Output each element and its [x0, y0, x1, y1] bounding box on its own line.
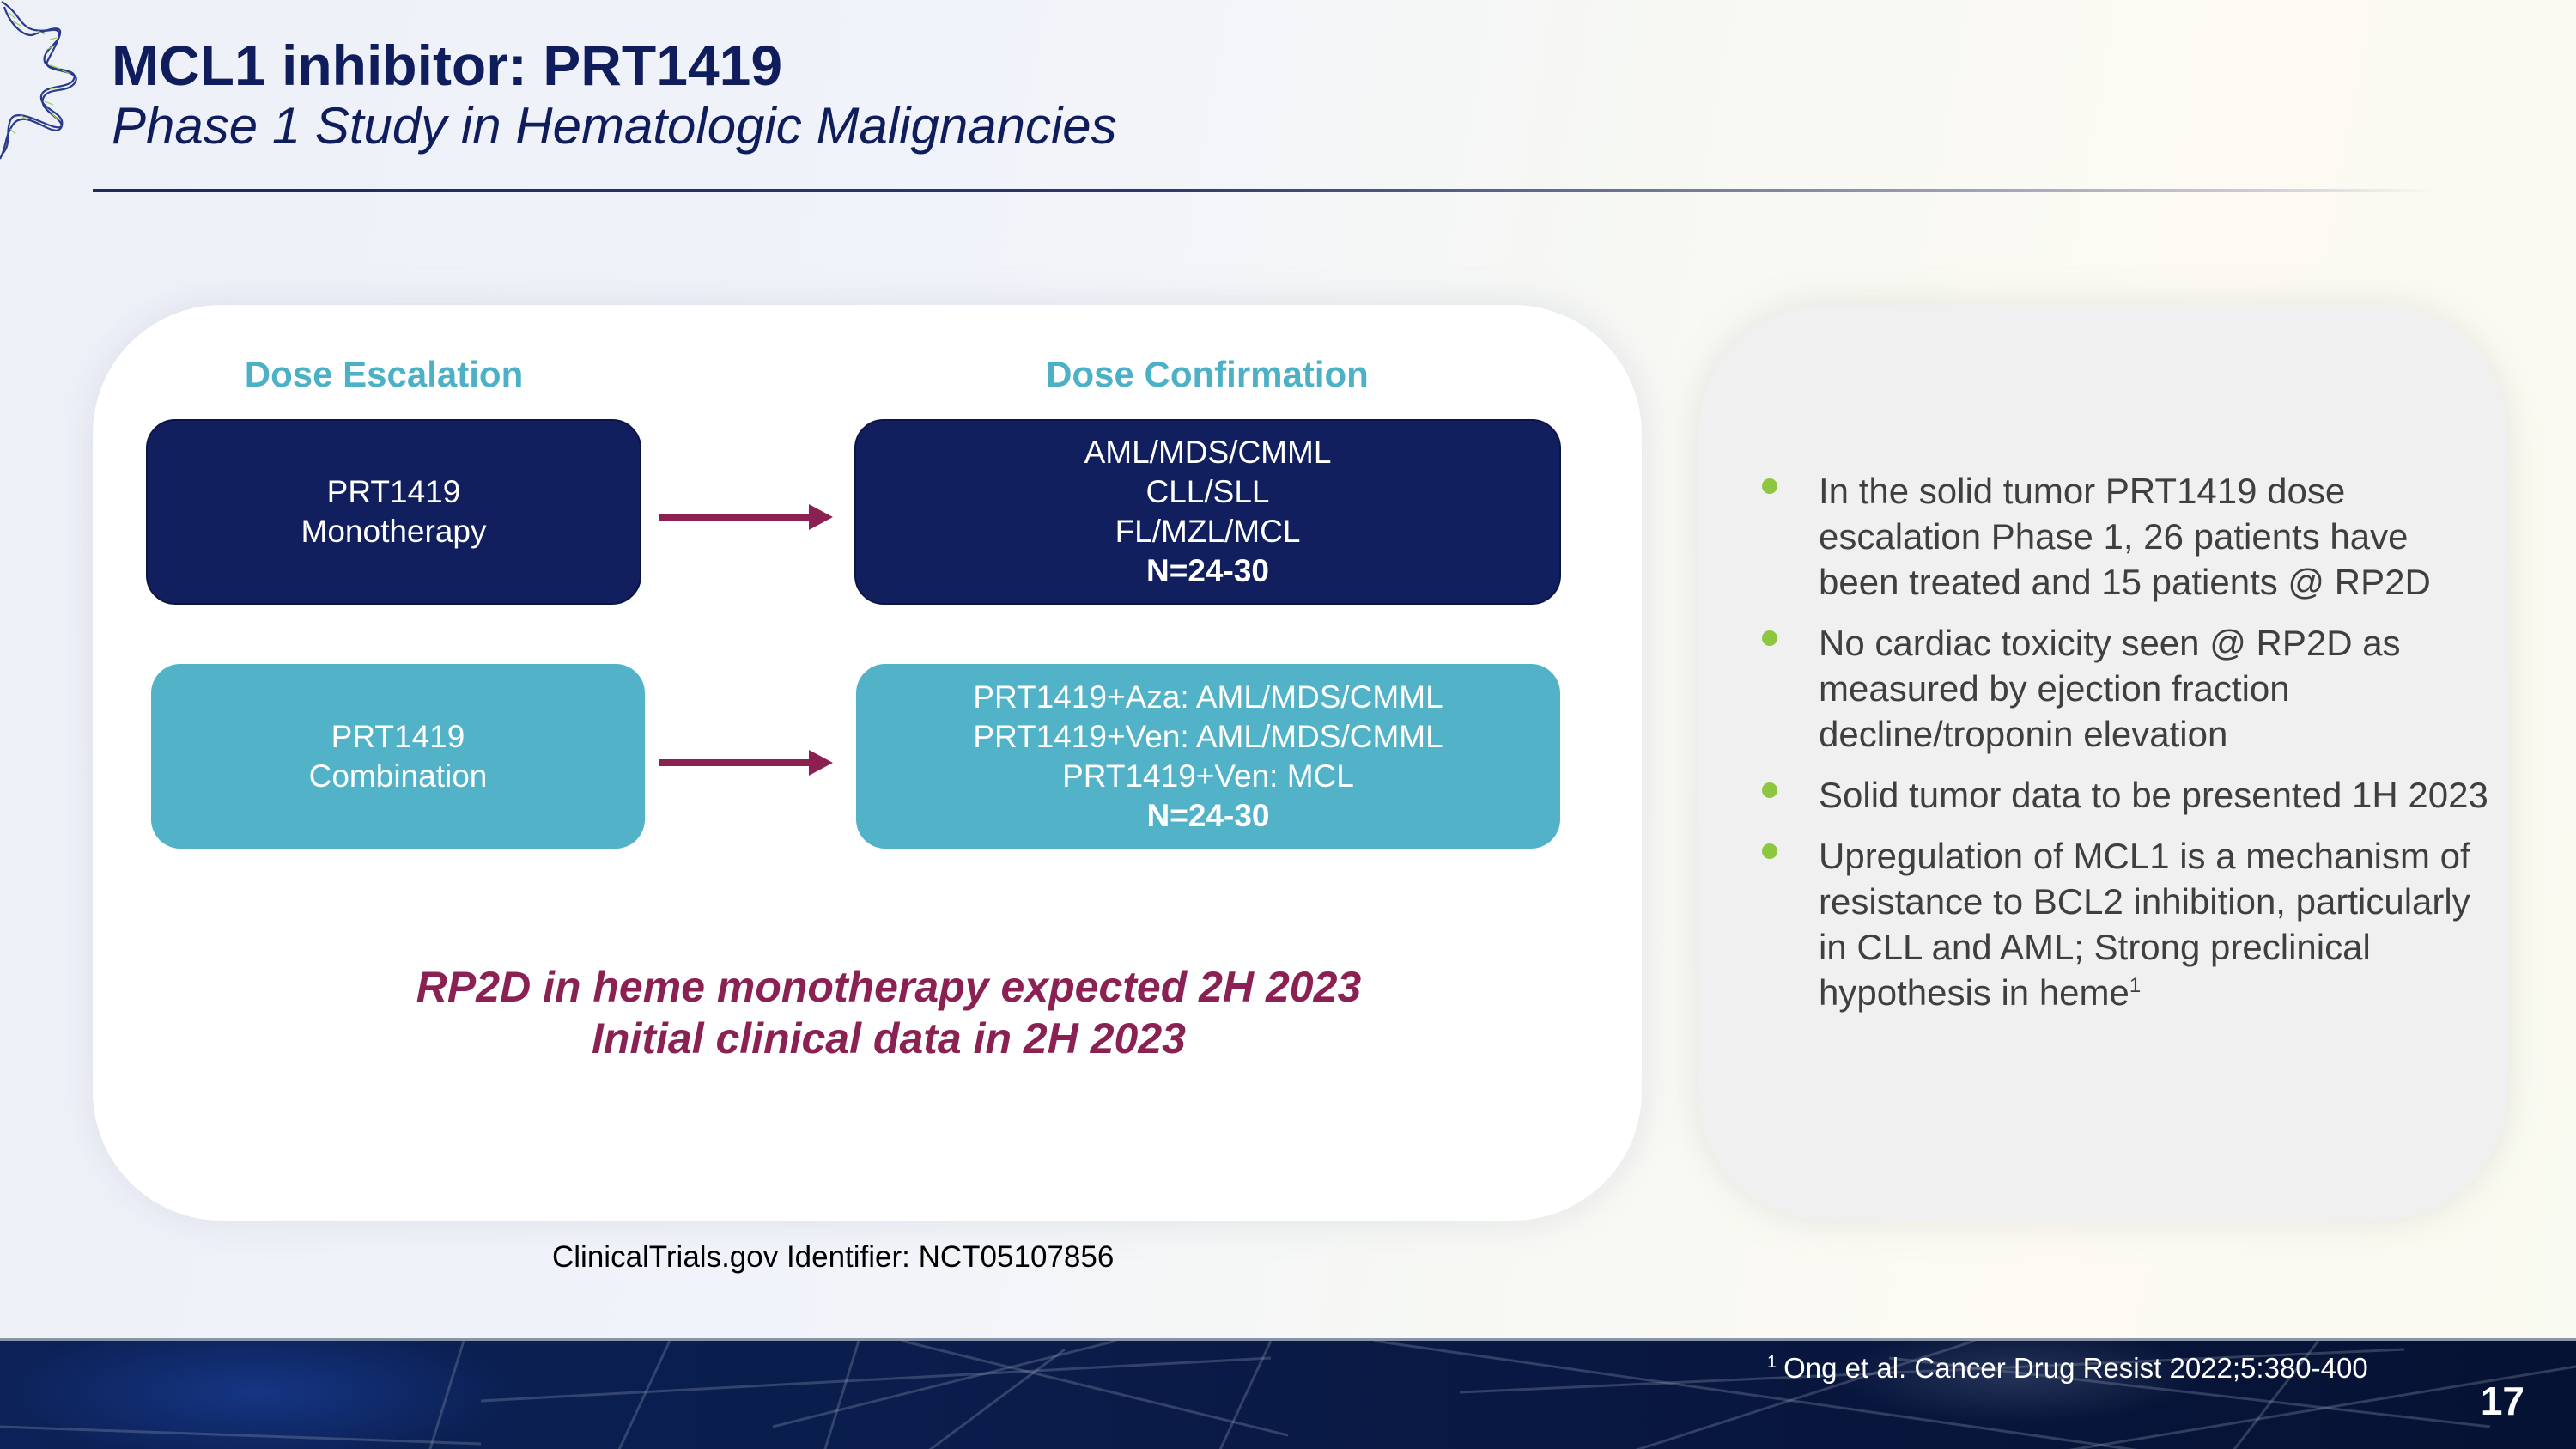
- bullet-dot-icon: [1762, 478, 1777, 494]
- highlights-list: In the solid tumor PRT1419 dose escalati…: [1752, 468, 2490, 1031]
- box-line: CLL/SLL: [1145, 474, 1270, 509]
- callout-rp2d: RP2D in heme monotherapy expected 2H 202…: [416, 963, 1362, 1011]
- footnote-reference: 1 Ong et al. Cancer Drug Resist 2022;5:38…: [1767, 1352, 2368, 1385]
- bullet-text: In the solid tumor PRT1419 dose escalati…: [1819, 471, 2431, 602]
- box-line: Combination: [308, 758, 488, 794]
- page-number: 17: [2480, 1379, 2524, 1423]
- combination-confirmation-box: PRT1419+Aza: AML/MDS/CMML PRT1419+Ven: A…: [856, 664, 1560, 849]
- dna-helix-icon: [0, 1, 77, 160]
- bullet-item: Upregulation of MCL1 is a mechanism of r…: [1752, 833, 2490, 1015]
- highlights-card: [1698, 305, 2507, 1221]
- bullet-text: No cardiac toxicity seen @ RP2D as measu…: [1819, 623, 2401, 754]
- bullet-dot-icon: [1762, 782, 1777, 798]
- bullet-dot-icon: [1762, 843, 1777, 859]
- bullet-dot-icon: [1762, 630, 1777, 646]
- cohort-size: N=24-30: [1146, 797, 1270, 833]
- box-line: AML/MDS/CMML: [1084, 435, 1332, 470]
- arrow-right-icon: [659, 504, 833, 530]
- cohort-size: N=24-30: [1146, 553, 1269, 588]
- monotherapy-escalation-box: PRT1419 Monotherapy: [146, 419, 641, 605]
- arrow-right-icon: [659, 750, 833, 776]
- monotherapy-confirmation-box: AML/MDS/CMML CLL/SLL FL/MZL/MCL N=24-30: [854, 419, 1561, 605]
- bullet-text: Solid tumor data to be presented 1H 2023: [1819, 775, 2488, 815]
- box-line: Monotherapy: [301, 514, 487, 549]
- bullet-item: Solid tumor data to be presented 1H 2023: [1752, 772, 2490, 818]
- box-line: PRT1419: [331, 718, 465, 754]
- box-line: PRT1419+Ven: MCL: [1062, 758, 1354, 794]
- box-line: FL/MZL/MCL: [1115, 514, 1301, 549]
- box-line: PRT1419+Ven: AML/MDS/CMML: [973, 718, 1443, 754]
- bullet-item: No cardiac toxicity seen @ RP2D as measu…: [1752, 620, 2490, 757]
- combination-escalation-box: PRT1419 Combination: [151, 664, 645, 849]
- box-line: PRT1419+Aza: AML/MDS/CMML: [973, 679, 1443, 715]
- bullet-item: In the solid tumor PRT1419 dose escalati…: [1752, 468, 2490, 605]
- reference-text: Ong et al. Cancer Drug Resist 2022;5:380…: [1783, 1352, 2368, 1384]
- footnote-marker: 1: [1767, 1353, 1777, 1372]
- header-divider: [93, 189, 2437, 192]
- bullet-text: Upregulation of MCL1 is a mechanism of r…: [1819, 836, 2470, 1013]
- clinicaltrials-identifier: ClinicalTrials.gov Identifier: NCT051078…: [552, 1240, 1115, 1274]
- callout-clinical-data: Initial clinical data in 2H 2023: [592, 1014, 1186, 1062]
- dose-escalation-heading: Dose Escalation: [244, 354, 524, 394]
- footnote-marker: 1: [2129, 974, 2142, 997]
- dose-confirmation-heading: Dose Confirmation: [1046, 354, 1369, 394]
- footer-band: [0, 1338, 2576, 1449]
- box-line: PRT1419: [326, 474, 461, 509]
- slide-title: MCL1 inhibitor: PRT1419: [112, 33, 783, 97]
- network-mesh-icon: [0, 1341, 2576, 1449]
- slide-subtitle: Phase 1 Study in Hematologic Malignancie…: [112, 97, 1117, 155]
